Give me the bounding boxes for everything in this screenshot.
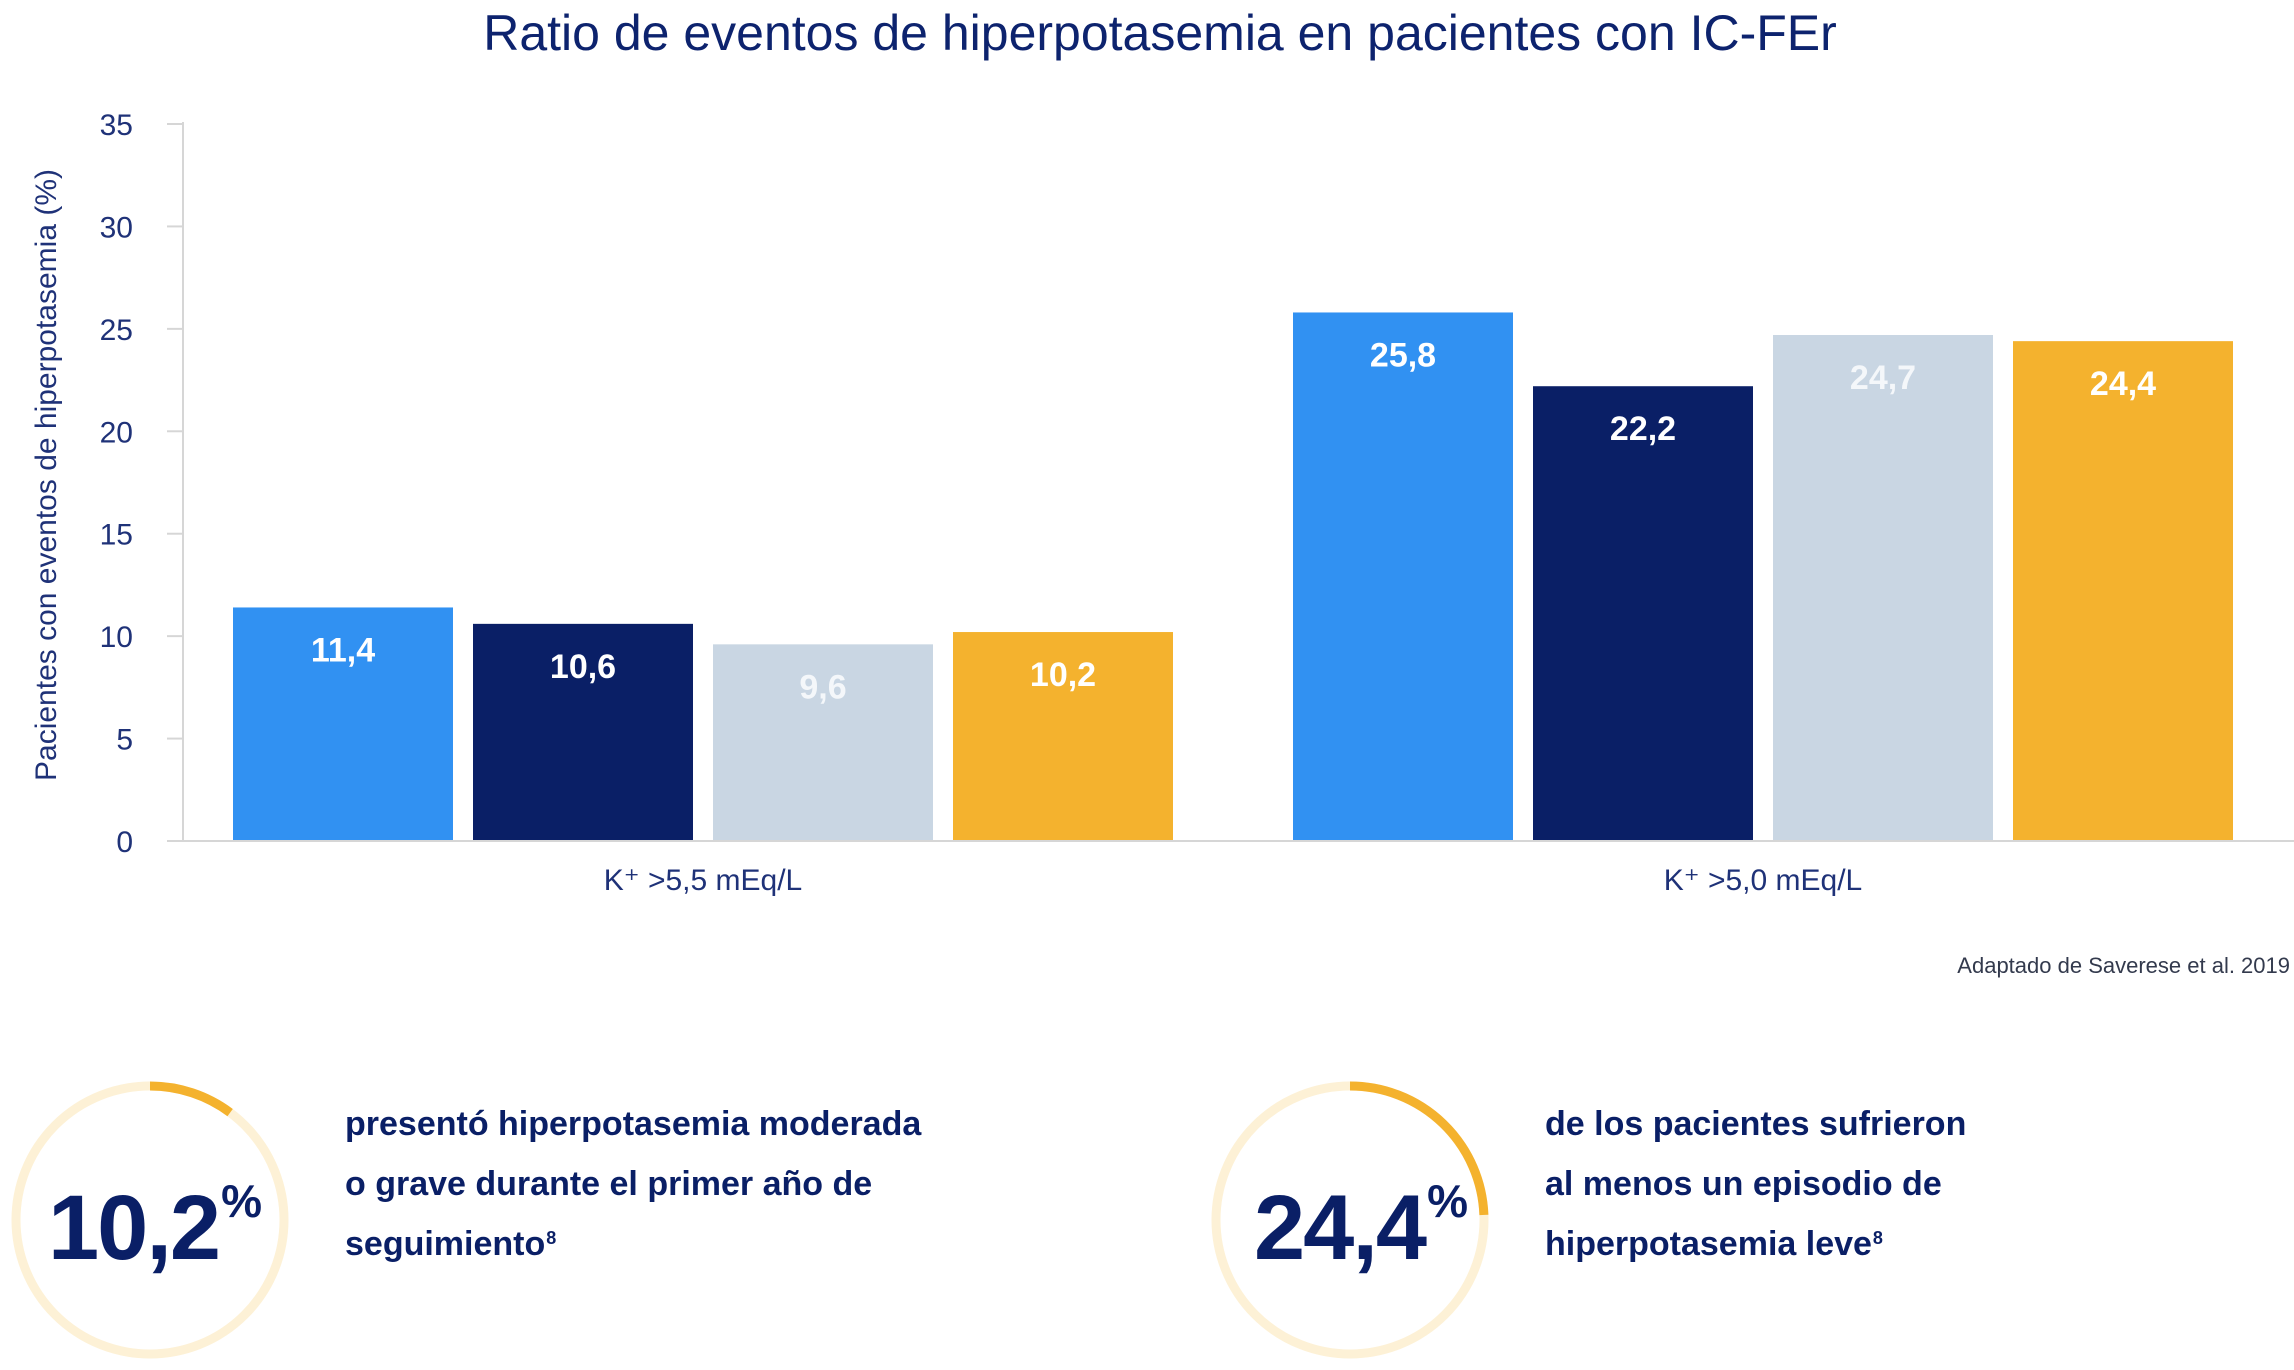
- y-tick-label: 20: [100, 416, 133, 449]
- progress-ring: [1211, 1081, 1489, 1359]
- footnote-ref: 8: [546, 1228, 557, 1248]
- y-axis-label: Pacientes con eventos de hiperpotasemia …: [30, 169, 63, 781]
- stat-value: 24,4%: [1254, 1175, 1468, 1279]
- ring-fill: [1349, 1081, 1489, 1216]
- y-tick-label: 5: [116, 724, 133, 757]
- stat-card-mild: 24,4% de los pacientes sufrieron al meno…: [1200, 1070, 2294, 1370]
- bar: [2013, 341, 2233, 841]
- bar-value-label: 9,6: [799, 668, 846, 706]
- ring-fill: [149, 1081, 233, 1117]
- bar: [1533, 386, 1753, 841]
- bar-chart: Ratio de eventos de hiperpotasemia en pa…: [30, 5, 2294, 978]
- bar-value-label: 25,8: [1370, 336, 1436, 374]
- bar: [473, 623, 693, 841]
- y-tick-label: 10: [100, 621, 133, 654]
- y-tick-label: 25: [100, 314, 133, 347]
- bar-value-label: 24,7: [1850, 359, 1916, 397]
- bar-value-label: 10,2: [1030, 656, 1096, 694]
- bars: 11,4 10,6 9,6 10,2 25,8 22,2 24,7 24,4: [233, 312, 2233, 841]
- y-axis: 0 5 10 15 20 25 30 35: [100, 109, 184, 859]
- bar-group: 25,8 22,2 24,7 24,4: [1293, 312, 2233, 841]
- bar-value-label: 11,4: [311, 631, 375, 669]
- footnote-ref: 8: [1872, 1228, 1883, 1248]
- y-tick-label: 15: [100, 519, 133, 552]
- stat-description: de los pacientes sufrieron al menos un e…: [1545, 1105, 1967, 1263]
- bar: [1293, 312, 1513, 841]
- bar: [233, 607, 453, 841]
- progress-ring: [11, 1081, 289, 1359]
- stat-description: presentó hiperpotasemia moderada o grave…: [345, 1105, 922, 1263]
- bar-value-label: 24,4: [2090, 365, 2156, 403]
- y-tick-label: 35: [100, 109, 133, 142]
- chart-title: Ratio de eventos de hiperpotasemia en pa…: [483, 5, 1837, 61]
- bar: [1773, 335, 1993, 841]
- bar: [713, 644, 933, 841]
- bar-group: 11,4 10,6 9,6 10,2: [233, 607, 1173, 841]
- y-tick-label: 30: [100, 211, 133, 244]
- x-axis: K⁺ >5,5 mEq/L K⁺ >5,0 mEq/L: [183, 840, 2294, 897]
- stat-card-moderate: 10,2% presentó hiperpotasemia moderada o…: [0, 1070, 1100, 1370]
- category-label: K⁺ >5,0 mEq/L: [1664, 864, 1862, 897]
- bar: [953, 632, 1173, 841]
- bar-value-label: 10,6: [550, 648, 616, 686]
- source-note: Adaptado de Saverese et al. 2019: [1957, 953, 2290, 978]
- category-label: K⁺ >5,5 mEq/L: [604, 864, 802, 897]
- stat-value: 10,2%: [48, 1175, 262, 1279]
- bar-value-label: 22,2: [1610, 410, 1676, 448]
- y-tick-label: 0: [116, 826, 133, 859]
